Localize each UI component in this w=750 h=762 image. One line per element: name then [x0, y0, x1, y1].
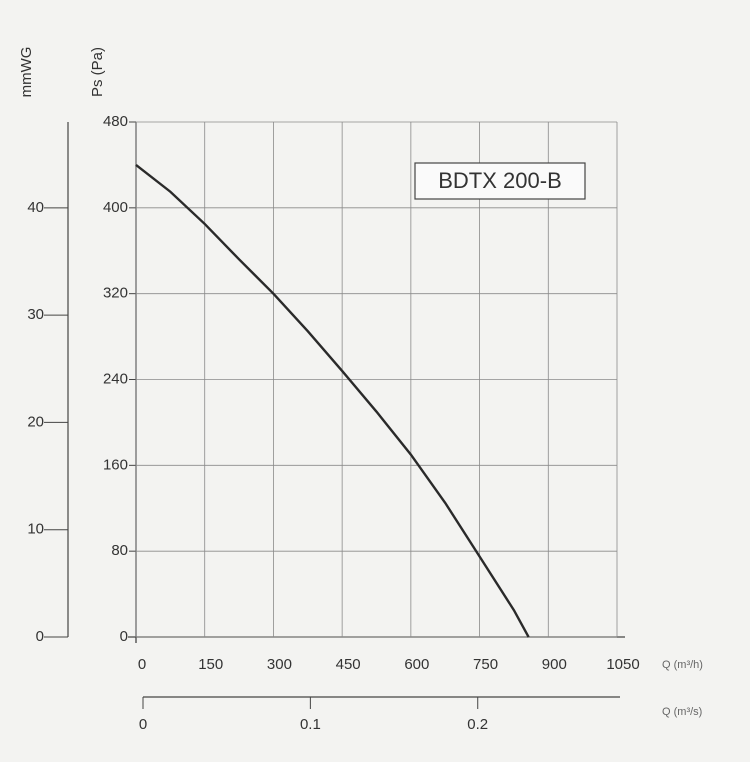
x-axis-title: Q (m³/h) [662, 659, 703, 671]
x-tick-label: 1050 [606, 656, 639, 673]
x-tick-label: 600 [404, 656, 429, 673]
x2-tick-label: 0.2 [467, 716, 488, 733]
x2-axis-title: Q (m³/s) [662, 706, 702, 718]
x2-tick-label: 0 [139, 716, 147, 733]
y-tick-label: 160 [103, 456, 128, 473]
x-tick-label: 450 [336, 656, 361, 673]
y2-tick-label: 30 [27, 306, 44, 323]
y-tick-label: 80 [111, 542, 128, 559]
x-tick-label: 0 [138, 656, 146, 673]
y-axis-title: Ps (Pa) [89, 47, 106, 97]
y2-axis-title: mmWG [18, 47, 35, 98]
y-tick-label: 240 [103, 370, 128, 387]
x-tick-label: 750 [473, 656, 498, 673]
y2-tick-label: 40 [27, 199, 44, 216]
y-tick-label: 0 [120, 628, 128, 645]
y-tick-label: 480 [103, 113, 128, 130]
x-tick-label: 900 [542, 656, 567, 673]
x-tick-label: 150 [198, 656, 223, 673]
x-tick-label: 300 [267, 656, 292, 673]
y-tick-label: 400 [103, 199, 128, 216]
y2-tick-label: 0 [36, 628, 44, 645]
legend-label: BDTX 200-B [438, 168, 562, 193]
x2-tick-label: 0.1 [300, 716, 321, 733]
curve [135, 163, 530, 638]
y-tick-label: 320 [103, 285, 128, 302]
legend-box [414, 162, 586, 200]
y2-tick-label: 20 [27, 413, 44, 430]
y2-tick-label: 10 [27, 521, 44, 538]
